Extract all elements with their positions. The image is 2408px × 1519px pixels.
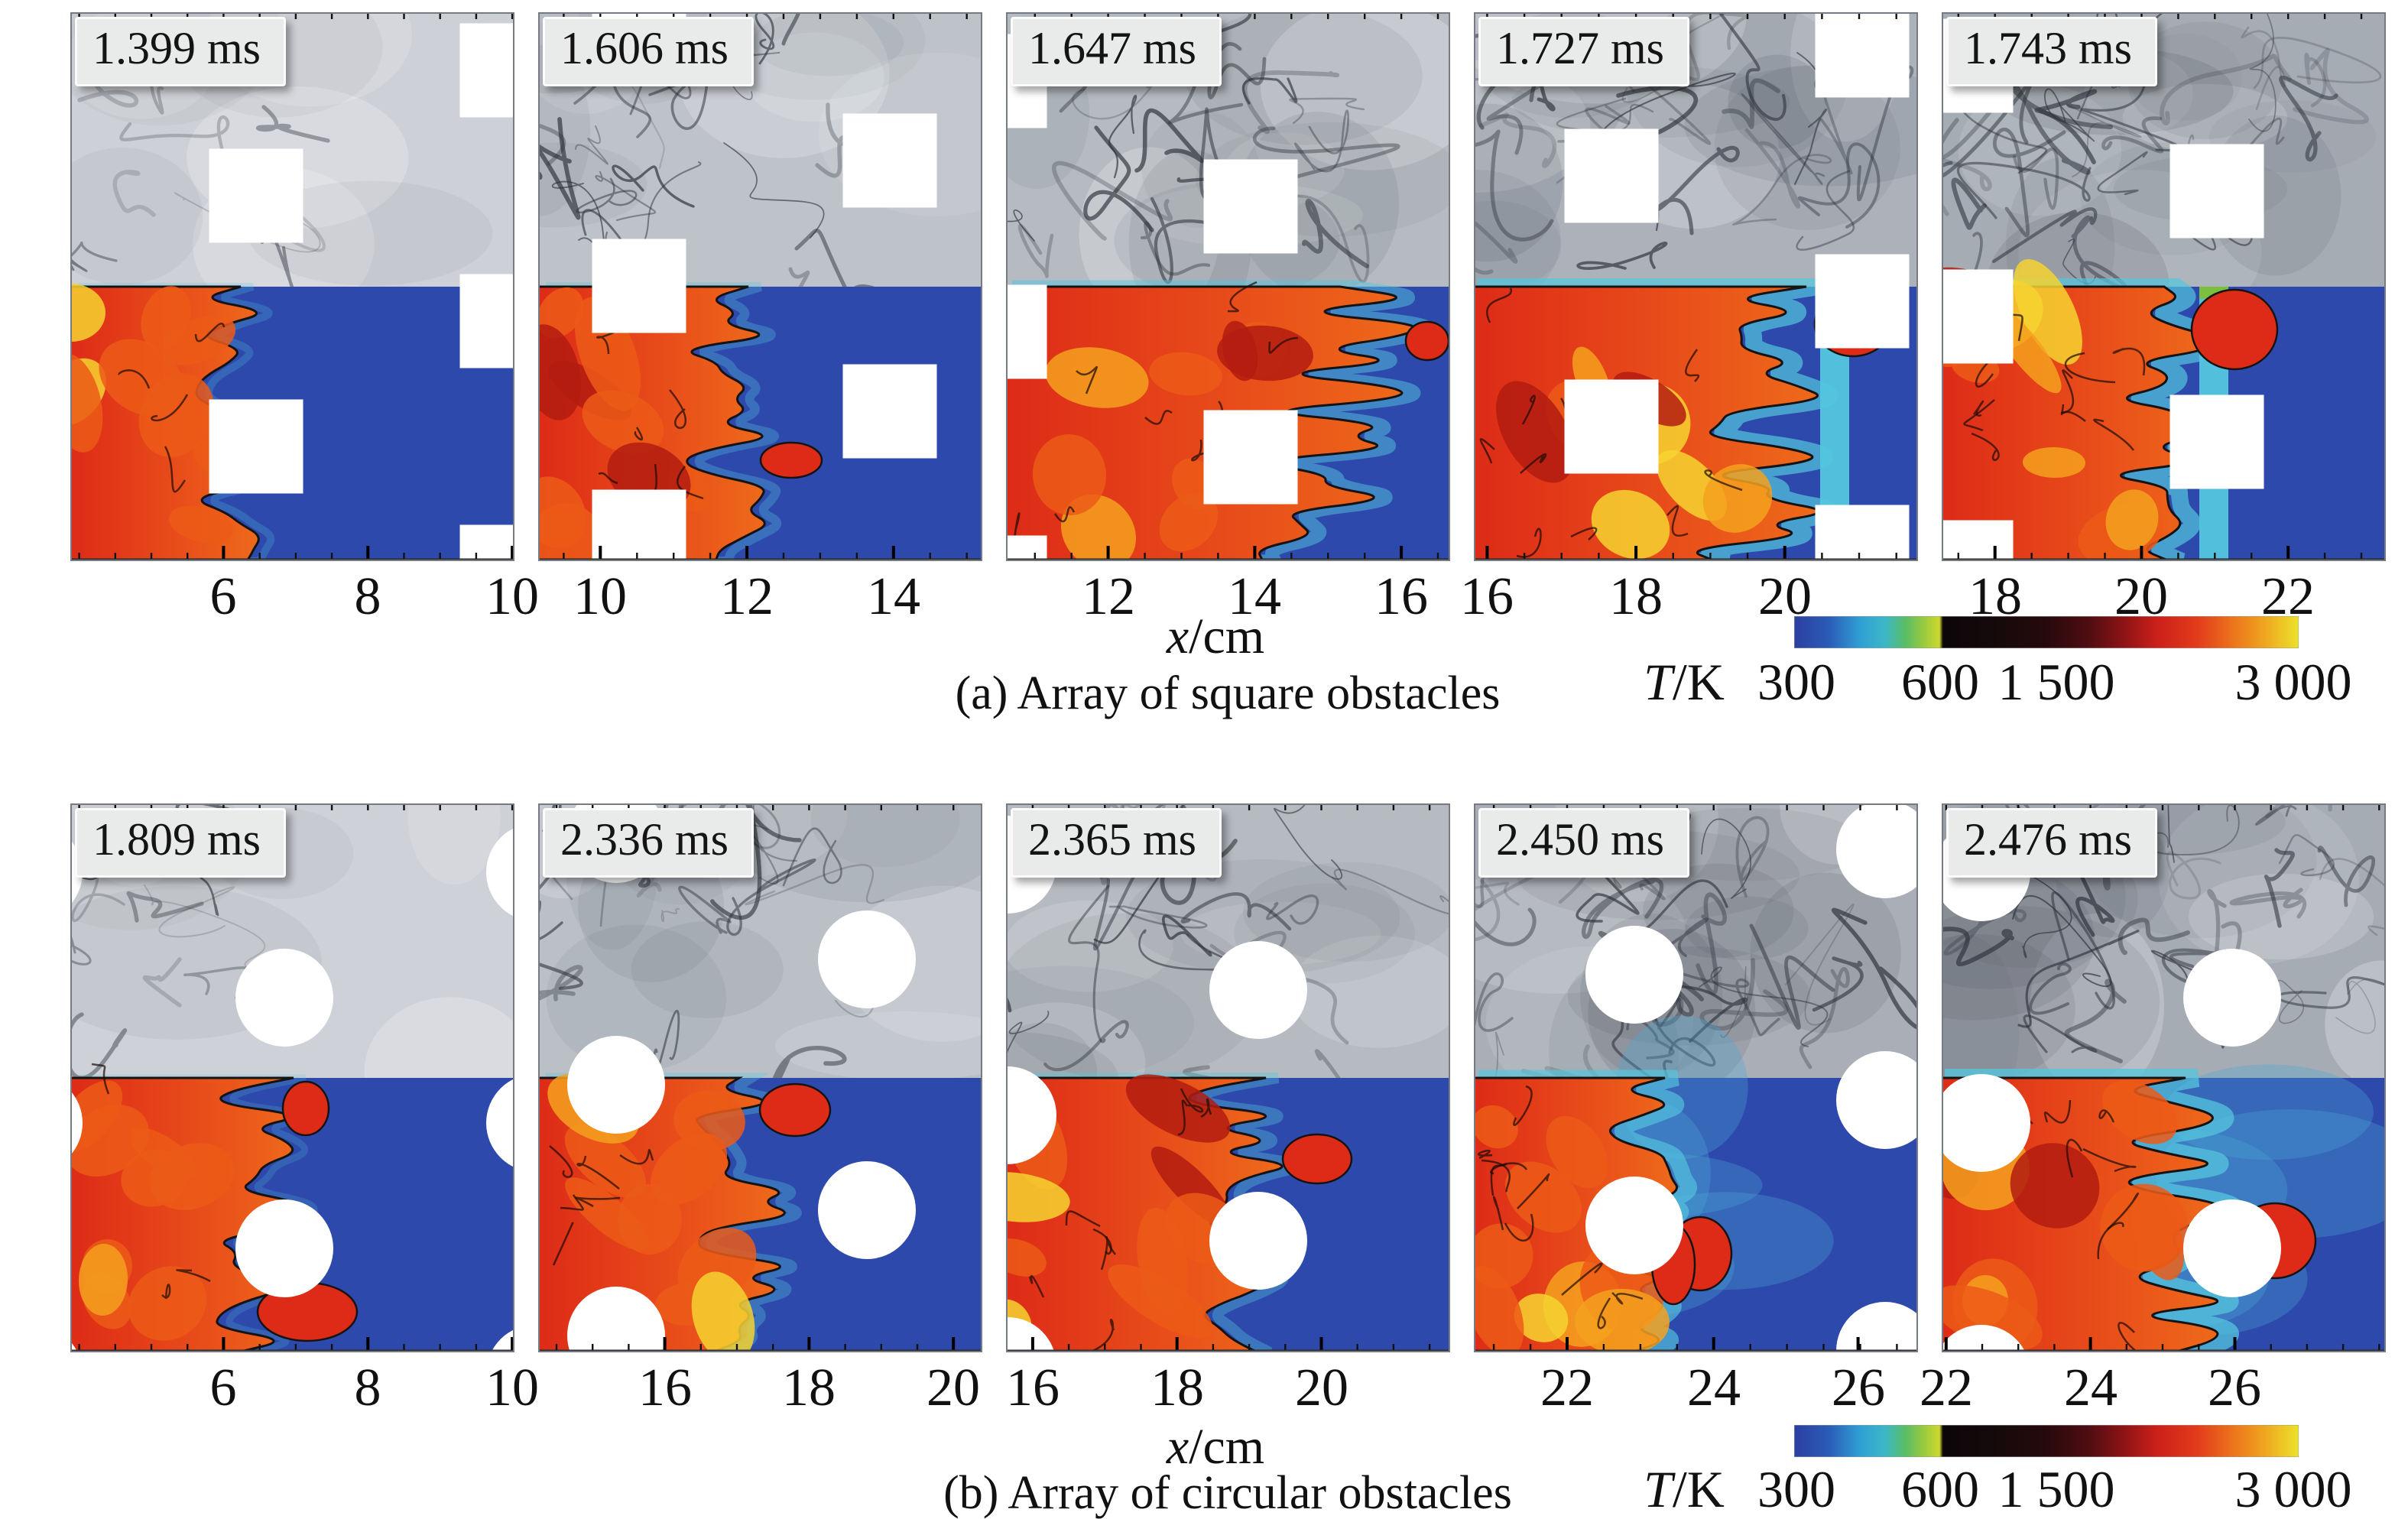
x-tick-label: 26: [1832, 1358, 1885, 1417]
colorbar-tick-label: 300: [1757, 653, 1835, 711]
x-tick-label: 8: [354, 567, 381, 626]
x-axis-tick-labels: 6 8 10: [70, 1354, 540, 1418]
time-badge: 1.743 ms: [1946, 17, 2158, 86]
x-tick-label: 24: [2064, 1358, 2118, 1417]
colorbar-tick-label: 1 500: [1997, 1460, 2115, 1518]
x-tick-label: 14: [1228, 567, 1281, 626]
sim-panel-a5: 1.743 ms 18 20 22: [1942, 12, 2386, 624]
x-axis-tick-labels: 22 24 26: [1920, 1354, 2386, 1418]
sim-panel-b2: 2.336 ms 16 18 20: [538, 803, 982, 1415]
x-tick-label: 6: [209, 567, 237, 626]
x-tick-label: 20: [1295, 1358, 1348, 1417]
simulation-image: [1474, 803, 1918, 1352]
simulation-image: [1942, 12, 2386, 561]
x-tick-label: 22: [1540, 1358, 1594, 1417]
sim-panel-a2: 1.606 ms 10 12 14: [538, 12, 982, 624]
x-tick-label: 16: [638, 1358, 692, 1417]
time-badge: 1.399 ms: [75, 17, 287, 86]
x-axis-tick-labels: 22 24 26: [1474, 1354, 1918, 1418]
x-axis-tick-labels: 12 14 16: [1006, 563, 1450, 627]
x-axis-label: x/cm: [1166, 609, 1265, 664]
x-tick-label: 12: [720, 567, 774, 626]
x-tick-label: 20: [1758, 567, 1812, 626]
x-tick-label: 22: [1920, 1358, 1973, 1417]
x-tick-label: 10: [573, 567, 627, 626]
colorbar-tick-label: 300: [1757, 1460, 1835, 1518]
x-axis-tick-labels: 16 18 20: [538, 1354, 982, 1418]
colorbar-label: T/K: [1644, 1460, 1725, 1518]
x-axis-tick-labels: 10 12 14: [538, 563, 982, 627]
time-badge: 2.476 ms: [1946, 808, 2158, 878]
x-tick-label: 12: [1082, 567, 1135, 626]
x-tick-label: 18: [782, 1358, 836, 1417]
x-axis-tick-labels: 16 18 20: [1460, 563, 1918, 627]
x-tick-label: 24: [1687, 1358, 1741, 1417]
colorbar-label: T/K: [1644, 653, 1725, 711]
x-tick-label: 10: [485, 567, 539, 626]
x-tick-label: 8: [354, 1358, 381, 1417]
time-badge: 2.365 ms: [1011, 808, 1222, 878]
colorbar-tick-labels: 300 600 1 500 3 000: [1757, 1460, 2352, 1519]
simulation-image: [1006, 12, 1450, 561]
x-tick-label: 16: [1006, 1358, 1060, 1417]
x-tick-label: 10: [485, 1358, 539, 1417]
colorbar-tick-label: 1 500: [1997, 653, 2115, 711]
simulation-image: [70, 12, 514, 561]
x-tick-label: 18: [1150, 1358, 1204, 1417]
time-badge: 1.727 ms: [1478, 17, 1690, 86]
x-tick-label: 16: [1460, 567, 1514, 626]
colorbar-tick-label: 3 000: [2234, 1460, 2352, 1518]
sim-panel-b5: 2.476 ms 22 24 26: [1920, 803, 2386, 1415]
colorbar-tick-label: 3 000: [2234, 653, 2352, 711]
sim-panel-b3: 2.365 ms 16 18 20: [1006, 803, 1450, 1415]
simulation-image: [70, 803, 514, 1352]
x-tick-label: 18: [1968, 567, 2022, 626]
sim-panel-b1: 1.809 ms 6 8 10: [70, 803, 539, 1415]
simulation-image: [1474, 12, 1918, 561]
x-axis-tick-labels: 16 18 20: [1006, 1354, 1450, 1418]
simulation-image: [1942, 803, 2386, 1352]
sim-panel-a1: 1.399 ms 6 8 10: [70, 12, 539, 624]
subfigure-b-caption: (b) Array of circular obstacles: [943, 1467, 1512, 1519]
time-badge: 2.450 ms: [1478, 808, 1690, 878]
x-tick-label: 22: [2261, 567, 2315, 626]
sim-panel-a3: 1.647 ms 12 14 16: [1006, 12, 1450, 624]
simulation-image: [1006, 803, 1450, 1352]
x-tick-label: 26: [2208, 1358, 2261, 1417]
sim-panel-a4: 1.727 ms 16 18 20: [1460, 12, 1918, 624]
x-tick-label: 20: [927, 1358, 980, 1417]
colorbar-tick-label: 600: [1901, 1460, 1979, 1518]
x-tick-label: 6: [209, 1358, 237, 1417]
x-axis-tick-labels: 18 20 22: [1942, 563, 2386, 627]
time-badge: 1.606 ms: [543, 17, 755, 86]
time-badge: 1.809 ms: [75, 808, 287, 878]
x-tick-label: 16: [1374, 567, 1428, 626]
x-axis-tick-labels: 6 8 10: [70, 563, 540, 627]
x-axis-label: x/cm: [1166, 1419, 1265, 1475]
x-tick-label: 14: [867, 567, 920, 626]
colorbar-tick-labels: 300 600 1 500 3 000: [1757, 653, 2352, 720]
simulation-image: [538, 12, 982, 561]
time-badge: 1.647 ms: [1011, 17, 1222, 86]
sim-panel-b4: 2.450 ms 22 24 26: [1474, 803, 1918, 1415]
subfigure-a-caption: (a) Array of square obstacles: [955, 667, 1501, 719]
time-badge: 2.336 ms: [543, 808, 755, 878]
x-tick-label: 20: [2114, 567, 2168, 626]
x-tick-label: 18: [1609, 567, 1663, 626]
colorbar-tick-label: 600: [1901, 653, 1979, 711]
temperature-colorbar: [1794, 616, 2299, 648]
simulation-image: [538, 803, 982, 1352]
temperature-colorbar: [1794, 1425, 2299, 1457]
